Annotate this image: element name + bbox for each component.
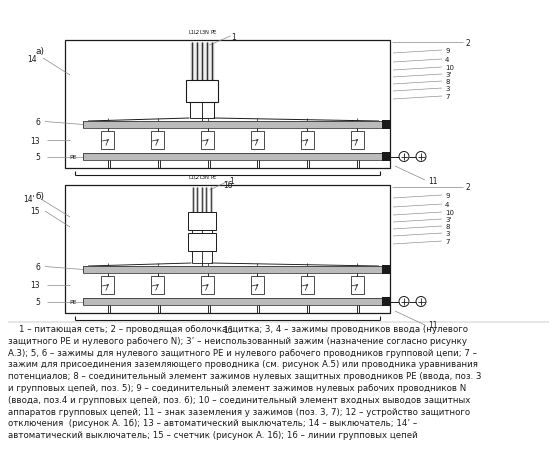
Text: 1 – питающая сеть; 2 – проводящая оболочка щитка; 3, 4 – зажимы проводников ввод: 1 – питающая сеть; 2 – проводящая оболоч… <box>8 324 468 333</box>
Text: 11: 11 <box>428 176 437 185</box>
Text: автоматический выключатель; 15 – счетчик (рисунок А. 1б); 16 – линии групповых ц: автоматический выключатель; 15 – счетчик… <box>8 430 418 439</box>
Bar <box>83 122 382 129</box>
Text: 1б: 1б <box>223 325 232 334</box>
Bar <box>382 298 390 307</box>
Text: 14': 14' <box>23 195 35 204</box>
Bar <box>382 121 390 130</box>
Text: 10: 10 <box>445 65 454 71</box>
Text: 15: 15 <box>30 207 40 216</box>
Bar <box>101 132 114 149</box>
Text: 4: 4 <box>445 201 449 208</box>
Bar <box>201 277 214 294</box>
Bar <box>382 266 390 275</box>
Text: и групповых цепей, поз. 5); 9 – соединительный элемент зажимов нулевых рабочих п: и групповых цепей, поз. 5); 9 – соединит… <box>8 383 466 392</box>
Text: L1: L1 <box>188 30 194 35</box>
Text: 8: 8 <box>445 224 449 229</box>
Text: N: N <box>205 30 211 35</box>
Text: 13: 13 <box>31 136 40 145</box>
Text: N: N <box>205 175 211 179</box>
Text: 7: 7 <box>445 238 449 245</box>
Text: L2: L2 <box>194 175 200 179</box>
Bar <box>65 186 390 313</box>
Text: 4: 4 <box>445 57 449 63</box>
Text: (ввода, поз.4 и групповых цепей, поз. 6); 10 – соединительный элемент входных вы: (ввода, поз.4 и групповых цепей, поз. 6)… <box>8 395 470 404</box>
Text: 13: 13 <box>31 281 40 290</box>
Text: 5: 5 <box>35 153 40 162</box>
Text: PE: PE <box>69 299 76 304</box>
Bar <box>301 132 314 149</box>
Bar <box>301 277 314 294</box>
Text: а): а) <box>35 47 44 56</box>
Bar <box>101 277 114 294</box>
Bar <box>382 153 390 162</box>
Text: 9: 9 <box>445 193 449 198</box>
Bar <box>185 81 217 103</box>
Text: L3: L3 <box>199 30 206 35</box>
Text: 10: 10 <box>445 209 454 216</box>
Text: 6: 6 <box>35 118 40 127</box>
Text: 3: 3 <box>445 230 449 237</box>
Bar <box>83 267 382 273</box>
Text: зажим для присоединения заземляющего проводника (см. рисунок А.5) или проводника: зажим для присоединения заземляющего про… <box>8 360 478 368</box>
Bar <box>201 132 214 149</box>
Text: потенциалов; 8 – соединительный элемент зажимов нулевых защитных проводников PE : потенциалов; 8 – соединительный элемент … <box>8 371 481 380</box>
Text: L2: L2 <box>194 30 200 35</box>
Bar <box>83 154 382 161</box>
Text: 7: 7 <box>445 94 449 100</box>
Bar <box>83 298 382 306</box>
Text: L1: L1 <box>188 175 194 179</box>
Text: отключения  (рисунок А. 1б); 13 – автоматический выключатель; 14 – выключатель; : отключения (рисунок А. 1б); 13 – автомат… <box>8 418 417 427</box>
Text: 14: 14 <box>27 54 37 63</box>
Text: 9: 9 <box>445 48 449 54</box>
Text: 5: 5 <box>35 298 40 307</box>
Bar <box>152 277 164 294</box>
Bar <box>251 132 264 149</box>
Bar <box>152 132 164 149</box>
Text: б): б) <box>35 192 44 200</box>
Bar <box>350 277 364 294</box>
Text: аппаратов групповых цепей; 11 – знак заземления у зажимов (поз. 3, 7); 12 – устр: аппаратов групповых цепей; 11 – знак заз… <box>8 407 470 416</box>
Bar <box>188 213 216 230</box>
Text: 1б: 1б <box>223 180 232 189</box>
Text: PE: PE <box>69 155 76 159</box>
Text: 1: 1 <box>232 32 236 41</box>
Bar <box>251 277 264 294</box>
Text: L3: L3 <box>199 175 206 179</box>
Text: А.3); 5, 6 – зажимы для нулевого защитного PE и нулевого рабочего проводников гр: А.3); 5, 6 – зажимы для нулевого защитно… <box>8 348 477 357</box>
Text: 2: 2 <box>465 183 470 192</box>
Text: 11: 11 <box>428 321 437 330</box>
Bar <box>83 267 382 273</box>
Text: 2: 2 <box>465 39 470 48</box>
Text: 3': 3' <box>445 72 451 78</box>
Bar <box>350 132 364 149</box>
Text: 3': 3' <box>445 217 451 223</box>
Bar <box>83 154 382 161</box>
Text: 1: 1 <box>229 177 234 186</box>
Text: 6: 6 <box>35 262 40 271</box>
Bar <box>83 298 382 306</box>
Bar <box>188 234 216 251</box>
Bar <box>65 41 390 169</box>
Text: 3: 3 <box>445 86 449 92</box>
Text: защитного PE и нулевого рабочего N); 3’ – неиспользованный зажим (назначение сог: защитного PE и нулевого рабочего N); 3’ … <box>8 336 467 345</box>
Text: PE: PE <box>211 30 217 35</box>
Text: PE: PE <box>211 175 217 179</box>
Text: 8: 8 <box>445 79 449 85</box>
Bar <box>83 122 382 129</box>
